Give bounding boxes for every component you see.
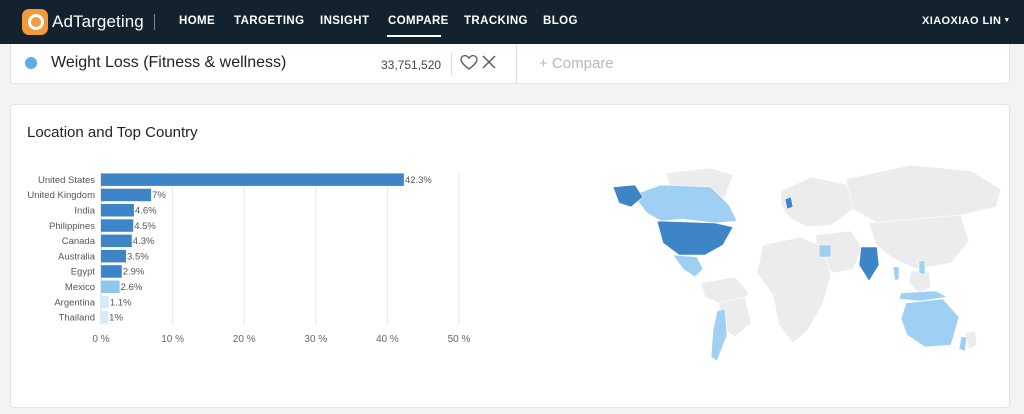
logo-icon	[22, 9, 48, 35]
category-label: India	[74, 206, 95, 217]
heart-icon[interactable]	[459, 52, 479, 74]
nav-compare[interactable]: COMPARE	[388, 15, 449, 27]
close-icon[interactable]	[482, 55, 496, 69]
map-africa[interactable]	[756, 236, 832, 344]
value-label: 4.3%	[133, 236, 155, 247]
value-label: 3.5%	[127, 251, 149, 262]
value-label: 1.1%	[110, 297, 132, 308]
category-label: Philippines	[49, 221, 95, 232]
card-title: Location and Top Country	[27, 124, 198, 141]
map-indonesia[interactable]	[898, 290, 948, 302]
value-label: 2.6%	[121, 282, 143, 293]
map-usa[interactable]	[656, 220, 734, 256]
category-label: Mexico	[65, 282, 95, 293]
value-label: 4.6%	[135, 206, 157, 217]
value-label: 1%	[109, 313, 123, 324]
nav-blog[interactable]: BLOG	[543, 15, 578, 27]
category-label: Canada	[62, 236, 96, 247]
world-map	[612, 164, 1002, 362]
divider	[451, 52, 452, 76]
map-uk[interactable]	[784, 196, 794, 210]
brand-name: AdTargeting	[52, 12, 144, 31]
map-antarctic-islands[interactable]	[964, 330, 978, 350]
caret-down-icon: ▼	[1003, 17, 1011, 24]
bar[interactable]	[101, 204, 134, 217]
value-label: 4.5%	[134, 221, 156, 232]
nav-targeting[interactable]: TARGETING	[234, 15, 305, 27]
category-label: Egypt	[71, 267, 96, 278]
x-tick-label: 50 %	[448, 334, 471, 345]
user-menu[interactable]: XIAOXIAO LIN ▼	[922, 15, 1011, 27]
map-egypt[interactable]	[818, 244, 832, 258]
bar[interactable]	[101, 311, 109, 324]
map-russia-asia[interactable]	[845, 164, 1002, 226]
segment-count: 33,751,520	[381, 58, 442, 72]
bar[interactable]	[101, 265, 122, 278]
compare-bar: Weight Loss (Fitness & wellness) 33,751,…	[10, 44, 1010, 84]
bar[interactable]	[101, 295, 109, 309]
add-compare-button[interactable]: + Compare	[539, 55, 614, 72]
segment-name[interactable]: Weight Loss (Fitness & wellness)	[51, 54, 287, 71]
user-name: XIAOXIAO LIN	[922, 15, 1002, 27]
map-india[interactable]	[858, 246, 880, 282]
divider	[516, 44, 517, 84]
value-label: 2.9%	[123, 267, 145, 278]
map-philippines[interactable]	[918, 260, 926, 276]
bar[interactable]	[101, 234, 132, 248]
x-tick-label: 30 %	[304, 334, 327, 345]
bar[interactable]	[101, 173, 404, 186]
map-europe[interactable]	[780, 176, 854, 228]
bar[interactable]	[101, 188, 152, 202]
category-label: Thailand	[59, 313, 95, 324]
x-tick-label: 10 %	[161, 334, 184, 345]
value-label: 42.3%	[405, 175, 432, 186]
top-country-bar-chart: United States United Kingdom India Philippi…	[27, 172, 471, 345]
map-china-asia[interactable]	[868, 214, 970, 270]
map-australia[interactable]	[900, 298, 960, 348]
nav-divider	[154, 14, 155, 30]
map-thailand[interactable]	[892, 266, 900, 282]
nav-home[interactable]: HOME	[179, 15, 216, 27]
x-tick-label: 20 %	[233, 334, 256, 345]
map-new-zealand[interactable]	[958, 336, 968, 352]
map-mexico[interactable]	[672, 254, 704, 278]
category-label: Australia	[58, 251, 96, 262]
bar[interactable]	[101, 219, 134, 232]
nav-tracking[interactable]: TRACKING	[464, 15, 528, 27]
map-canada[interactable]	[632, 184, 738, 224]
location-card: Location and Top Country United States Un…	[10, 104, 1010, 408]
map-alaska[interactable]	[612, 184, 644, 208]
category-label: United States	[38, 175, 95, 186]
category-label: United Kingdom	[27, 190, 95, 201]
nav-insight[interactable]: INSIGHT	[320, 15, 370, 27]
bar[interactable]	[101, 249, 127, 263]
x-tick-label: 0 %	[92, 334, 109, 345]
top-nav: AdTargeting HOME TARGETING INSIGHT COMPA…	[0, 0, 1024, 44]
nav-active-indicator	[387, 35, 441, 37]
map-argentina[interactable]	[710, 308, 728, 362]
x-tick-label: 40 %	[376, 334, 399, 345]
brand-logo[interactable]: AdTargeting	[22, 8, 144, 36]
map-southeast-asia[interactable]	[908, 270, 932, 294]
segment-color-dot	[25, 57, 37, 69]
bar[interactable]	[101, 280, 120, 294]
category-label: Argentina	[54, 297, 95, 308]
value-label: 7%	[152, 190, 166, 201]
